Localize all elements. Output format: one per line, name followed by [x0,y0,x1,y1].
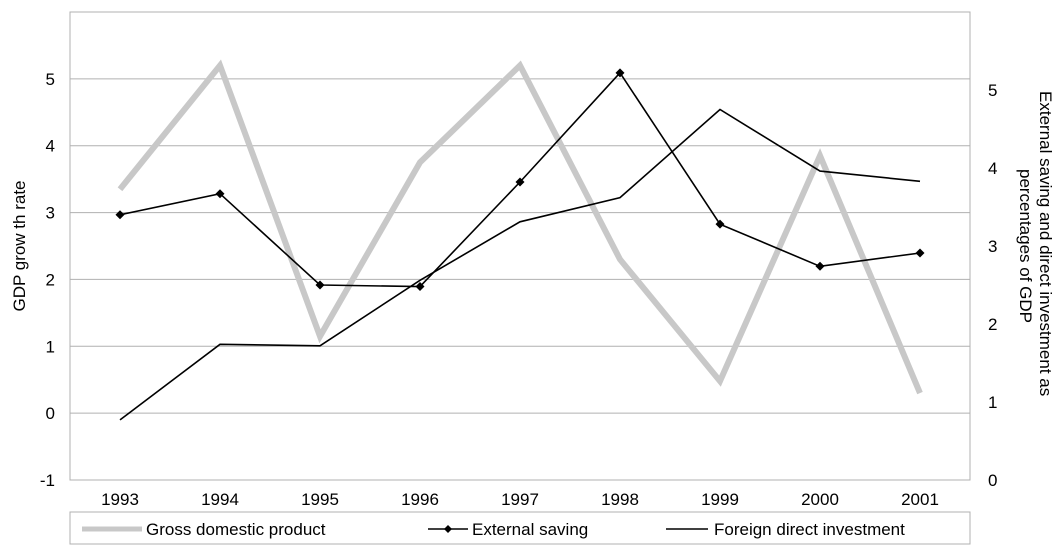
right-tick-label: 2 [988,315,997,334]
left-axis-ticks: -1 0 1 2 3 4 5 [40,70,55,490]
x-tick-label: 1994 [201,490,239,509]
x-tick-label: 1998 [601,490,639,509]
x-tick-label: 2000 [801,490,839,509]
series-marker-1 [915,248,925,258]
series-marker-1 [815,261,825,271]
legend-box [69,511,971,545]
left-tick-label: 2 [46,270,55,289]
series-layer [115,59,925,421]
left-tick-label: -1 [40,471,55,490]
series-marker-1 [615,68,625,78]
legend-label-external-saving: External saving [472,520,588,539]
x-tick-label: 1993 [101,490,139,509]
right-tick-label: 5 [988,81,997,100]
left-tick-label: 0 [46,404,55,423]
left-tick-label: 4 [46,137,55,156]
x-tick-label: 2001 [901,490,939,509]
series-line-0 [117,59,923,395]
right-tick-label: 0 [988,471,997,490]
legend: Gross domestic product External saving F… [69,511,971,545]
left-tick-label: 5 [46,70,55,89]
right-axis-title-line-1: External saving and direct investment as [1036,91,1055,396]
x-tick-label: 1996 [401,490,439,509]
legend-marker-external-saving [444,525,452,533]
gridlines [70,78,970,481]
x-tick-label: 1997 [501,490,539,509]
series-marker-1 [115,210,125,220]
series-marker-1 [215,189,225,199]
legend-label-gdp: Gross domestic product [146,520,326,539]
legend-label-fdi: Foreign direct investment [714,520,905,539]
right-tick-label: 4 [988,159,997,178]
right-axis-ticks: 0 1 2 3 4 5 [988,81,997,490]
left-axis-title: GDP grow th rate [10,180,29,311]
series-marker-1 [415,282,425,292]
series-marker-1 [515,177,525,187]
x-tick-label: 1999 [701,490,739,509]
right-axis-title-line-2: percentages of GDP [1016,169,1035,323]
series-marker-1 [315,280,325,290]
series-line-2 [119,108,921,421]
right-tick-label: 3 [988,237,997,256]
x-axis-ticks: 1993 1994 1995 1996 1997 1998 1999 2000 2001 [101,490,939,509]
left-tick-label: 3 [46,204,55,223]
right-axis-title: External saving and direct investment as… [1016,91,1055,401]
left-tick-label: 1 [46,337,55,356]
right-tick-label: 1 [988,393,997,412]
x-tick-label: 1995 [301,490,339,509]
series-marker-1 [715,219,725,229]
